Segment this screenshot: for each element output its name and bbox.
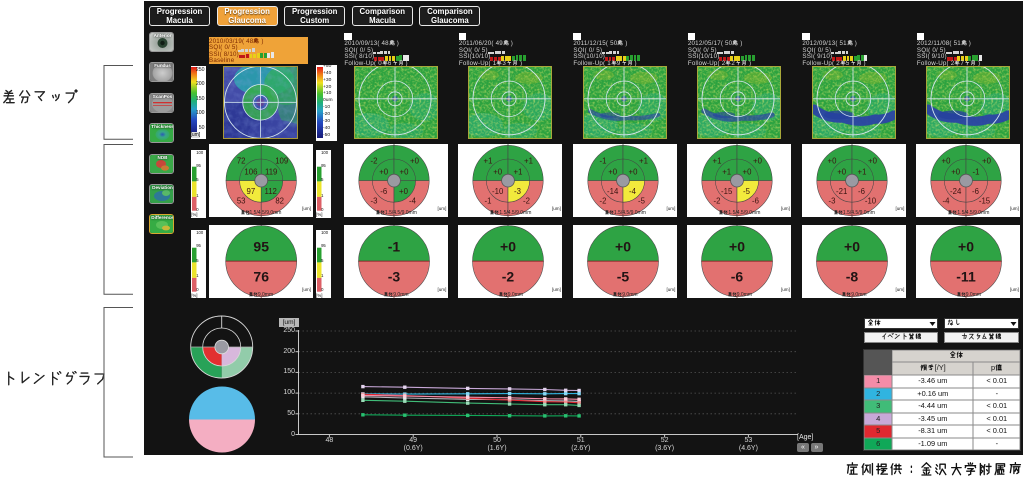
svg-text:+0: +0: [410, 156, 420, 165]
svg-text:-2: -2: [502, 269, 515, 285]
svg-text:-3: -3: [828, 196, 835, 205]
svg-text:+0: +0: [868, 156, 878, 165]
svg-text:+0: +0: [608, 167, 618, 176]
svg-text:+0: +0: [942, 156, 952, 165]
svg-text:53: 53: [236, 196, 245, 205]
svg-text:+0: +0: [379, 167, 389, 176]
svg-text:+0: +0: [743, 167, 753, 176]
svg-text:+0: +0: [837, 167, 847, 176]
svg-text:-15: -15: [979, 196, 991, 205]
svg-text:109: 109: [275, 156, 288, 165]
svg-text:-10: -10: [865, 196, 877, 205]
svg-text:+0: +0: [827, 156, 837, 165]
svg-text:76: 76: [253, 269, 269, 285]
svg-text:-3: -3: [514, 187, 521, 196]
svg-text:+1: +1: [484, 156, 493, 165]
svg-text:+0: +0: [500, 239, 516, 255]
svg-text:+0: +0: [399, 167, 409, 176]
svg-text:+0: +0: [753, 156, 763, 165]
svg-text:-24: -24: [950, 187, 962, 196]
svg-text:+0: +0: [958, 239, 974, 255]
svg-text:-11: -11: [957, 269, 977, 285]
svg-text:-4: -4: [943, 196, 951, 205]
svg-text:-6: -6: [380, 187, 387, 196]
svg-text:+1: +1: [524, 156, 533, 165]
svg-text:-15: -15: [721, 187, 733, 196]
svg-text:+0: +0: [982, 156, 992, 165]
svg-text:+0: +0: [729, 239, 745, 255]
svg-text:-14: -14: [607, 187, 619, 196]
svg-text:-21: -21: [836, 187, 847, 196]
svg-text:+0: +0: [952, 167, 962, 176]
svg-text:-4: -4: [629, 187, 637, 196]
svg-text:+0: +0: [399, 187, 409, 196]
svg-text:-3: -3: [370, 196, 377, 205]
svg-text:95: 95: [253, 239, 269, 255]
svg-text:-1: -1: [973, 167, 980, 176]
svg-text:-1: -1: [388, 239, 401, 255]
svg-text:-8: -8: [846, 269, 859, 285]
svg-text:-1: -1: [599, 156, 606, 165]
svg-text:+0: +0: [628, 167, 638, 176]
svg-text:+0: +0: [615, 239, 631, 255]
svg-text:-10: -10: [492, 187, 504, 196]
svg-text:-1: -1: [485, 196, 492, 205]
svg-text:82: 82: [275, 196, 284, 205]
svg-text:+1: +1: [857, 167, 866, 176]
svg-text:+1: +1: [723, 167, 732, 176]
svg-text:-6: -6: [731, 269, 744, 285]
svg-text:106: 106: [244, 167, 257, 176]
svg-text:+1: +1: [713, 156, 722, 165]
svg-text:72: 72: [236, 156, 245, 165]
svg-text:+1: +1: [639, 156, 648, 165]
svg-text:-2: -2: [714, 196, 721, 205]
svg-text:-2: -2: [599, 196, 606, 205]
svg-text:-5: -5: [617, 269, 630, 285]
svg-text:-4: -4: [409, 196, 417, 205]
svg-text:-5: -5: [638, 196, 646, 205]
svg-text:-2: -2: [370, 156, 377, 165]
svg-text:+1: +1: [514, 167, 523, 176]
svg-text:112: 112: [264, 187, 276, 196]
svg-text:97: 97: [246, 187, 255, 196]
svg-text:+0: +0: [494, 167, 504, 176]
svg-text:-6: -6: [858, 187, 865, 196]
svg-text:-2: -2: [523, 196, 530, 205]
svg-text:119: 119: [264, 167, 276, 176]
svg-text:-5: -5: [743, 187, 751, 196]
svg-text:-3: -3: [388, 269, 401, 285]
svg-text:+0: +0: [844, 239, 860, 255]
svg-text:-6: -6: [752, 196, 759, 205]
svg-text:-6: -6: [972, 187, 979, 196]
